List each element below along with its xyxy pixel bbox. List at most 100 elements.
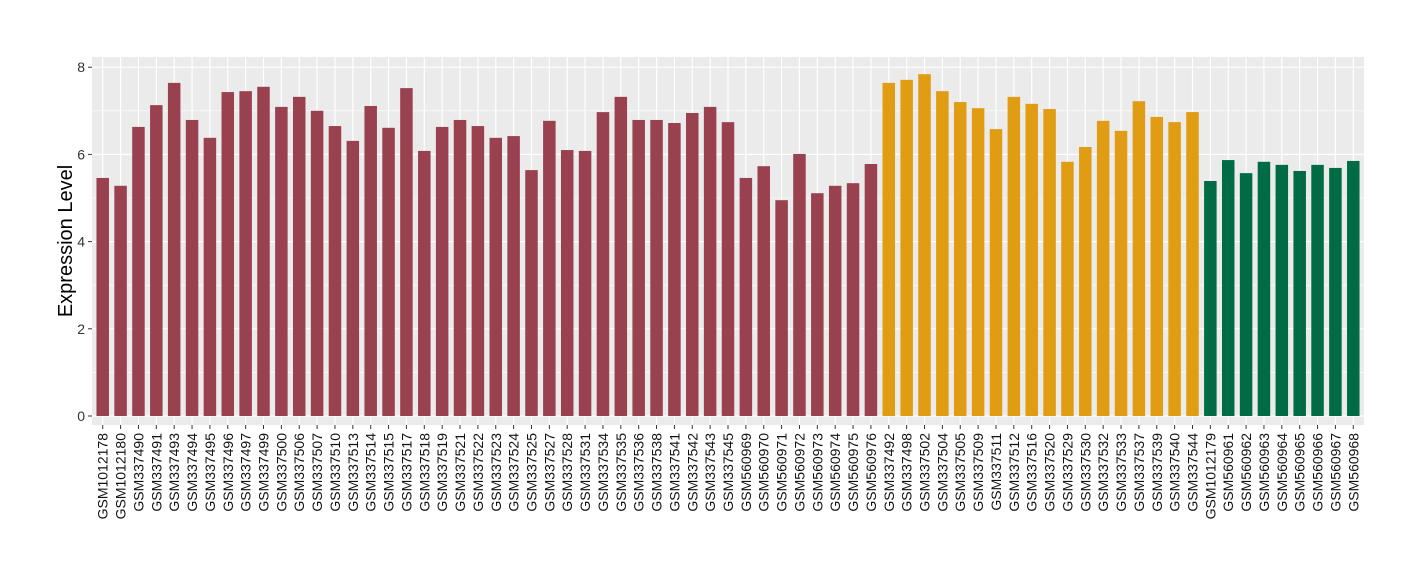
x-tick-label: GSM337524 <box>506 433 522 512</box>
x-tick-label: GSM1012180 <box>113 433 129 520</box>
bar-GSM560962 <box>1239 173 1253 416</box>
bar-GSM337505 <box>953 102 967 416</box>
x-tick-label: GSM560968 <box>1345 433 1361 512</box>
x-tick-label: GSM560967 <box>1327 433 1343 512</box>
x-tick-label: GSM337518 <box>416 433 432 512</box>
bar-GSM337493 <box>167 82 181 417</box>
bar-GSM560971 <box>775 200 788 416</box>
x-tick-label: GSM337542 <box>684 433 700 512</box>
x-tick-label: GSM337514 <box>363 433 379 512</box>
bar-GSM337514 <box>364 106 377 416</box>
bar-GSM1012179 <box>1204 180 1217 416</box>
bar-GSM337495 <box>203 137 217 416</box>
bar-GSM337504 <box>936 91 949 417</box>
x-tick-label: GSM337539 <box>1149 433 1165 512</box>
bar-GSM337533 <box>1114 130 1128 416</box>
bar-GSM337494 <box>185 119 199 417</box>
bar-GSM337521 <box>453 119 467 417</box>
x-tick-label: GSM337540 <box>1167 433 1183 512</box>
bar-GSM337535 <box>614 96 628 417</box>
x-tick-label: GSM337496 <box>220 433 236 512</box>
x-tick-label: GSM337521 <box>452 433 468 512</box>
bar-GSM337518 <box>418 150 431 417</box>
bar-GSM337497 <box>239 91 252 417</box>
y-axis: 0 2 4 6 8 <box>77 59 92 424</box>
bar-GSM560974 <box>828 185 842 416</box>
x-tick-label: GSM337505 <box>952 433 968 512</box>
bar-GSM337525 <box>525 170 538 416</box>
y-tick-label: 4 <box>77 234 85 250</box>
bar-GSM337540 <box>1168 122 1181 417</box>
x-tick-label: GSM560974 <box>827 433 843 512</box>
x-tick-label: GSM337513 <box>345 433 361 512</box>
bar-GSM337542 <box>686 112 699 416</box>
x-tick-label: GSM337538 <box>649 433 665 512</box>
bar-GSM337507 <box>310 110 324 417</box>
bar-GSM560975 <box>846 183 860 416</box>
bar-GSM337511 <box>989 129 1003 416</box>
x-tick-label: GSM337507 <box>309 433 325 512</box>
x-tick-label: GSM337491 <box>148 433 164 512</box>
x-tick-label: GSM337544 <box>1185 433 1201 512</box>
x-tick-label: GSM337509 <box>970 433 986 512</box>
bar-GSM560966 <box>1311 164 1324 416</box>
x-tick-label: GSM337506 <box>291 433 307 512</box>
x-tick-label: GSM337530 <box>1077 433 1093 512</box>
bar-GSM337531 <box>578 150 592 417</box>
bar-GSM560965 <box>1293 170 1306 416</box>
bar-GSM337528 <box>560 150 574 417</box>
x-tick-label: GSM560976 <box>863 433 879 512</box>
x-tick-label: GSM337497 <box>238 433 254 512</box>
x-tick-label: GSM337495 <box>202 433 218 512</box>
bar-GSM337544 <box>1186 112 1199 416</box>
bar-GSM337506 <box>292 96 306 417</box>
x-tick-label: GSM337534 <box>595 433 611 512</box>
x-tick-label: GSM337500 <box>273 433 289 512</box>
bar-GSM337529 <box>1061 161 1074 416</box>
x-tick-label: GSM337510 <box>327 433 343 512</box>
bar-GSM337500 <box>275 106 288 416</box>
x-tick-label: GSM337502 <box>917 433 933 512</box>
y-tick-label: 8 <box>77 59 85 75</box>
x-tick-label: GSM337545 <box>720 433 736 512</box>
bar-GSM337541 <box>668 123 681 417</box>
x-tick-label: GSM560965 <box>1292 433 1308 512</box>
bar-GSM337492 <box>882 82 896 417</box>
x-tick-label: GSM337535 <box>613 433 629 512</box>
bar-GSM560961 <box>1221 160 1235 416</box>
bar-GSM560963 <box>1257 161 1271 416</box>
x-tick-label: GSM560969 <box>738 433 754 512</box>
bar-GSM337517 <box>400 88 413 417</box>
x-tick-label: GSM337532 <box>1095 433 1111 512</box>
bar-GSM560970 <box>757 166 770 416</box>
bar-GSM337509 <box>971 108 985 417</box>
x-tick-label: GSM337520 <box>1042 433 1058 512</box>
bar-GSM337510 <box>328 126 342 416</box>
x-tick-label: GSM337498 <box>899 433 915 512</box>
bar-GSM337516 <box>1025 103 1038 416</box>
bar-GSM337512 <box>1007 96 1021 417</box>
x-tick-label: GSM337504 <box>934 433 950 512</box>
x-tick-label: GSM337525 <box>524 433 540 512</box>
bar-GSM560969 <box>739 177 753 416</box>
bar-GSM337502 <box>918 74 931 417</box>
y-tick-label: 2 <box>77 321 85 337</box>
x-tick-label: GSM337528 <box>559 433 575 512</box>
x-tick-label: GSM560975 <box>845 433 861 512</box>
x-axis: GSM1012178 GSM1012180 GSM337490 GSM337491 GS… <box>95 425 1361 520</box>
y-tick-label: 6 <box>77 146 85 162</box>
x-tick-label: GSM337492 <box>881 433 897 512</box>
x-tick-label: GSM337522 <box>470 433 486 512</box>
bar-GSM337515 <box>382 127 395 416</box>
x-tick-label: GSM560973 <box>809 433 825 512</box>
x-tick-label: GSM560966 <box>1310 433 1326 512</box>
x-tick-label: GSM337536 <box>631 433 647 512</box>
x-tick-label: GSM337512 <box>1006 433 1022 512</box>
bars <box>96 74 1360 417</box>
bar-GSM560973 <box>811 193 824 416</box>
x-tick-label: GSM560963 <box>1256 433 1272 512</box>
x-tick-label: GSM337537 <box>1131 433 1147 512</box>
bar-GSM337527 <box>543 120 556 416</box>
x-tick-label: GSM337523 <box>488 433 504 512</box>
x-tick-label: GSM337499 <box>256 433 272 512</box>
